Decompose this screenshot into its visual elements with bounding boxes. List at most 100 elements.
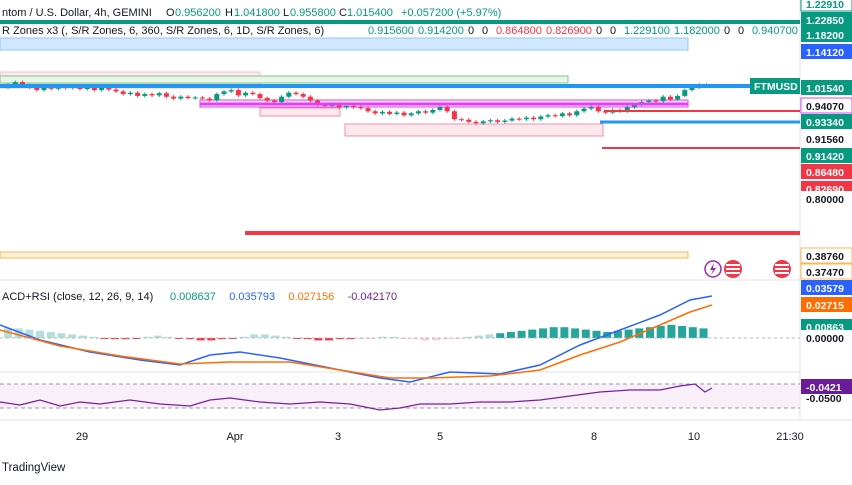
candle-body [401, 112, 407, 116]
candle-body [149, 94, 155, 96]
rsi-line [0, 383, 713, 411]
indicator-value: 1.182000 [674, 25, 720, 37]
time-axis: 29 Apr 3 5 8 10 21:30 [76, 431, 804, 443]
sr-zone [259, 107, 341, 117]
macd-histogram-bar [36, 330, 45, 338]
tradingview-brand: TradingView [2, 462, 66, 474]
sr-zone [0, 75, 569, 84]
indicator-title[interactable]: R Zones x3 (, S/R Zones, 6, 360, S/R Zon… [2, 25, 324, 37]
high-label: H [225, 7, 233, 19]
price-badge: 0.94070 [806, 101, 844, 113]
price-badge: 0.91420 [806, 151, 844, 163]
macd-histogram-bar [132, 338, 141, 339]
candle-body [264, 98, 270, 101]
high-value: 1.041800 [234, 7, 280, 19]
macd-histogram-bar [571, 328, 580, 338]
price-badge: 0.86480 [806, 167, 844, 179]
candle-body [293, 92, 299, 95]
price-badge-bg [801, 27, 852, 42]
price-badge: 1.18200 [806, 30, 844, 42]
macd-histogram-bar [367, 338, 376, 339]
candle-body [408, 113, 414, 116]
candle-body [135, 92, 141, 96]
time-tick-label: 8 [591, 431, 597, 443]
time-tick-label: 3 [335, 431, 341, 443]
candle-body [646, 100, 652, 103]
candle-body [430, 109, 436, 113]
candle-body [286, 92, 292, 97]
macd-histogram-bar [539, 328, 547, 338]
candle-body [279, 96, 285, 103]
candle-body [538, 116, 544, 120]
indicator-value: 0.914200 [418, 25, 464, 37]
macd-value: 0.035793 [229, 291, 275, 303]
macd-histogram-bar [89, 336, 98, 338]
time-tick-label: 5 [437, 431, 443, 443]
indicator-value: 0 [610, 25, 616, 37]
macd-histogram-bar [592, 330, 601, 338]
macd-histogram-bar [303, 338, 312, 340]
close-label: C [339, 7, 347, 19]
sr-zone [344, 123, 604, 137]
candle-body [271, 100, 277, 103]
symbol-tag: FTMUSD [750, 78, 800, 94]
candle-body [423, 111, 429, 113]
macd-histogram-bar [678, 326, 687, 338]
price-badge: 0.37470 [806, 267, 844, 279]
brand-footer[interactable]: TradingView [2, 458, 65, 478]
macd-histogram-bar [688, 327, 697, 338]
rsi-band [0, 384, 800, 408]
candle-body [588, 107, 594, 109]
candle-body [343, 105, 349, 108]
candle-body [142, 94, 148, 96]
candle-body [466, 119, 472, 122]
candle-body [214, 94, 220, 101]
candle-body [595, 107, 601, 112]
symbol-tag-label: FTMUSD [754, 81, 798, 93]
candle-body [358, 107, 364, 109]
macd-histogram-bar [624, 329, 633, 338]
macd-histogram-bar [228, 338, 237, 339]
candle-body [91, 87, 97, 91]
price-badge-bg [801, 148, 852, 163]
macd-histogram-bar [517, 330, 526, 338]
price-badge: 1.22910 [806, 0, 844, 11]
indicator-values: 0.915600 0.914200 0 0 0.864800 0.826900 0 0 1.22… [368, 25, 798, 37]
macd-badge-bg [801, 280, 852, 295]
candle-body [113, 89, 119, 92]
macd-histogram-bar [314, 338, 323, 341]
low-value: 0.955800 [290, 7, 336, 19]
macd-histogram-bar [485, 334, 494, 338]
candle-body [523, 117, 529, 120]
candle-body [228, 90, 234, 92]
macd-histogram-bar [111, 338, 119, 340]
candle-body [207, 98, 213, 101]
macd-value: -0.042170 [348, 291, 398, 303]
flag-stripe [775, 272, 789, 274]
candle-body [387, 111, 393, 114]
change-value: +0.057200 (+5.97%) [401, 7, 501, 19]
candle-body [221, 91, 227, 95]
macd-histogram-bar [25, 329, 34, 338]
macd-histogram-bar [218, 338, 226, 340]
symbol-title[interactable]: ntom / U.S. Dollar, 4h, GEMINI [2, 7, 152, 19]
macd-histogram-bar [421, 338, 430, 341]
candle-body [12, 82, 18, 85]
macd-histogram-bar [164, 336, 173, 338]
candle-body [473, 121, 479, 124]
macd-histogram-bar [260, 334, 269, 338]
macd-histogram-bar [143, 336, 152, 338]
candle-body [675, 95, 681, 100]
time-tick-label: 29 [76, 431, 88, 443]
price-badges: 1.22910 1.22850 1.18200 1.14120 1.01540 0.940… [800, 0, 852, 405]
price-badge: 0.80000 [806, 194, 844, 206]
price-badge: 0.38760 [806, 251, 844, 263]
candle-body [379, 111, 385, 114]
candle-body [545, 115, 551, 117]
price-badge-bg [800, 263, 852, 280]
macd-histogram-bar [14, 328, 23, 338]
macd-histogram-bar [46, 332, 55, 338]
macd-title[interactable]: ACD+RSI (close, 12, 26, 9, 14) [2, 291, 153, 303]
macd-histogram-bar [346, 338, 355, 340]
